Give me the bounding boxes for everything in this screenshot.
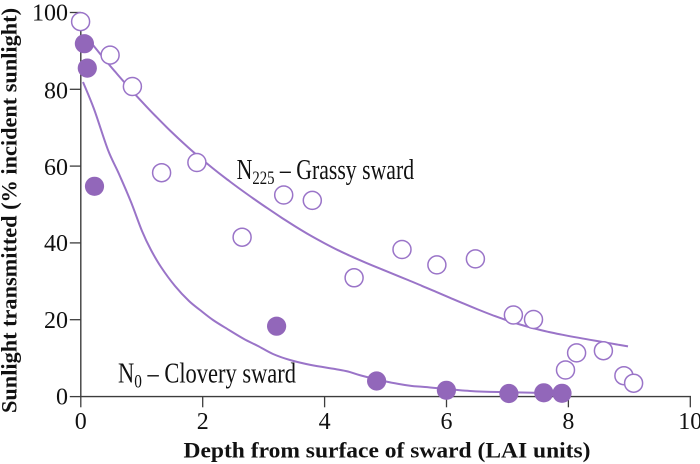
svg-text:Sunlight transmitted (% incide: Sunlight transmitted (% incident sunligh…	[0, 8, 22, 413]
svg-text:2: 2	[197, 409, 209, 435]
svg-text:20: 20	[44, 308, 68, 334]
svg-text:40: 40	[44, 231, 68, 257]
svg-text:8: 8	[562, 409, 574, 435]
svg-text:N0 – Clovery sward: N0 – Clovery sward	[118, 358, 296, 392]
svg-text:4: 4	[319, 409, 331, 435]
svg-text:N225 – Grassy sward: N225 – Grassy sward	[237, 155, 415, 189]
svg-text:100: 100	[32, 0, 68, 26]
svg-text:6: 6	[441, 409, 453, 435]
svg-text:0: 0	[56, 384, 68, 410]
svg-text:Depth from surface of sward (L: Depth from surface of sward (LAI units)	[184, 438, 591, 463]
svg-text:0: 0	[75, 409, 87, 435]
svg-text:60: 60	[44, 155, 68, 181]
svg-text:10: 10	[678, 409, 700, 435]
svg-text:80: 80	[44, 78, 68, 104]
